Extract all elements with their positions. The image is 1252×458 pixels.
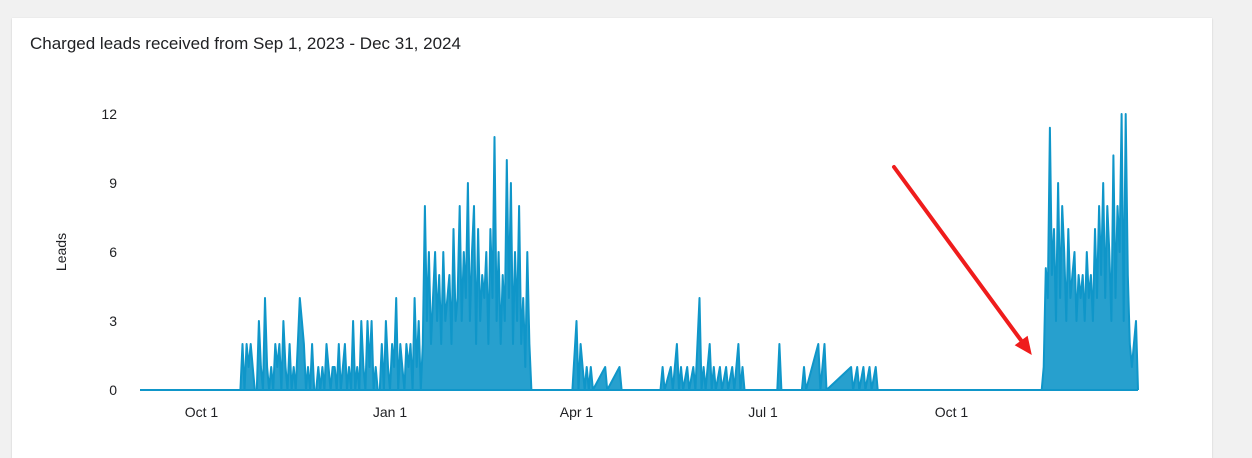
x-tick-label: Oct 1 xyxy=(185,404,219,420)
x-axis-ticks: Oct 1 Jan 1 Apr 1 Jul 1 Oct 1 xyxy=(185,404,969,420)
arrow-head xyxy=(1014,335,1032,355)
y-axis-ticks: 0 3 6 9 12 xyxy=(101,106,117,398)
y-tick-label: 9 xyxy=(109,175,117,191)
series-line xyxy=(140,113,1139,391)
y-axis-label: Leads xyxy=(53,233,69,271)
x-tick-label: Jul 1 xyxy=(748,404,778,420)
x-tick-label: Jan 1 xyxy=(373,404,407,420)
x-tick-label: Oct 1 xyxy=(935,404,969,420)
chart-title: Charged leads received from Sep 1, 2023 … xyxy=(30,34,461,53)
y-tick-label: 3 xyxy=(109,313,117,329)
y-tick-label: 12 xyxy=(101,106,117,122)
annotation-arrow xyxy=(892,165,1032,355)
y-tick-label: 6 xyxy=(109,244,117,260)
series-leads xyxy=(140,113,1139,391)
x-tick-label: Apr 1 xyxy=(560,404,594,420)
y-tick-label: 0 xyxy=(109,382,117,398)
arrow-shaft xyxy=(892,165,1024,343)
